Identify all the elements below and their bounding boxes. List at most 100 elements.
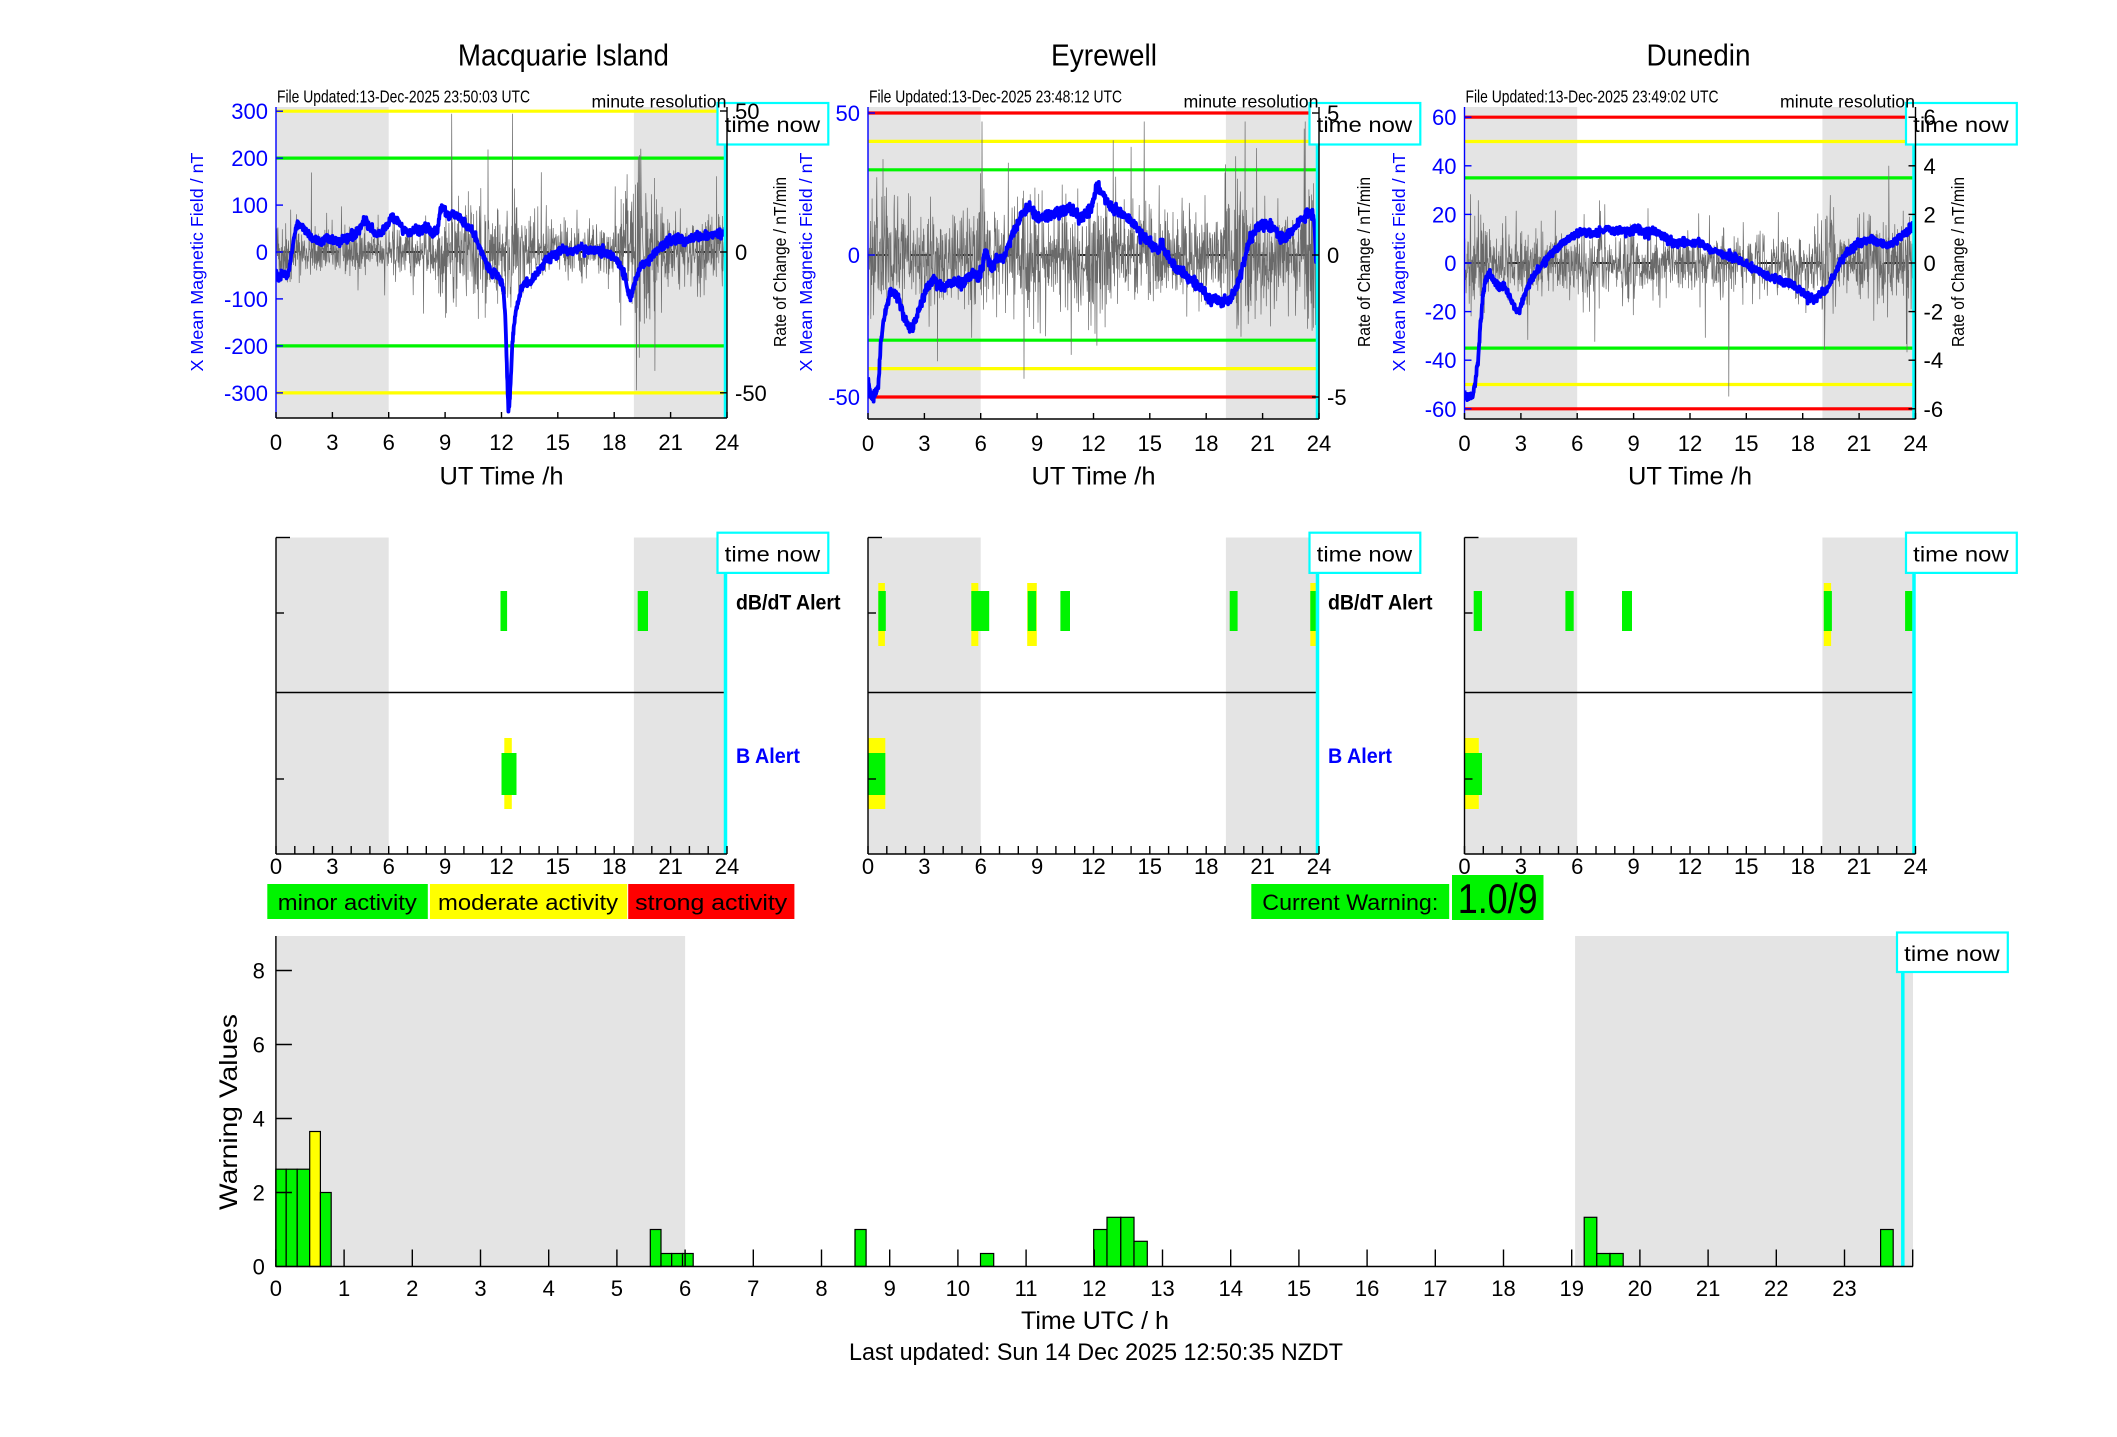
svg-text:21: 21 [1847, 431, 1871, 456]
svg-text:21: 21 [1847, 854, 1871, 879]
svg-text:-60: -60 [1425, 397, 1457, 422]
svg-text:15: 15 [1138, 431, 1162, 456]
svg-text:24: 24 [1903, 431, 1927, 456]
svg-text:X Mean Magnetic Field / nT: X Mean Magnetic Field / nT [1389, 152, 1409, 371]
svg-text:Eyrewell: Eyrewell [1051, 38, 1157, 73]
svg-text:10: 10 [946, 1276, 970, 1301]
svg-text:time now: time now [1317, 113, 1413, 137]
svg-text:9: 9 [1031, 854, 1043, 879]
svg-text:strong activity: strong activity [635, 890, 787, 915]
svg-text:18: 18 [1790, 431, 1814, 456]
svg-text:12: 12 [1082, 1276, 1106, 1301]
svg-text:15: 15 [546, 854, 570, 879]
svg-text:3: 3 [474, 1276, 486, 1301]
svg-text:0: 0 [848, 243, 860, 268]
svg-text:B Alert: B Alert [736, 745, 800, 768]
svg-text:13: 13 [1150, 1276, 1174, 1301]
svg-text:0: 0 [270, 1276, 282, 1301]
svg-text:5: 5 [611, 1276, 623, 1301]
svg-text:100: 100 [231, 193, 268, 218]
svg-text:24: 24 [1307, 854, 1331, 879]
svg-text:4: 4 [543, 1276, 555, 1301]
svg-text:-50: -50 [735, 381, 767, 406]
svg-text:time now: time now [1913, 113, 2009, 137]
svg-text:200: 200 [231, 146, 268, 171]
svg-text:3: 3 [1515, 854, 1527, 879]
svg-text:12: 12 [1678, 854, 1702, 879]
svg-text:6: 6 [1924, 105, 1936, 130]
svg-text:7: 7 [747, 1276, 759, 1301]
svg-text:9: 9 [439, 430, 451, 455]
svg-text:0: 0 [862, 431, 874, 456]
svg-text:3: 3 [326, 430, 338, 455]
svg-text:6: 6 [1571, 431, 1583, 456]
svg-text:24: 24 [1307, 431, 1331, 456]
svg-text:0: 0 [270, 430, 282, 455]
svg-text:-100: -100 [224, 287, 268, 312]
svg-text:time now: time now [725, 113, 821, 137]
svg-text:15: 15 [1287, 1276, 1311, 1301]
svg-text:Last updated: Sun 14 Dec 2025: Last updated: Sun 14 Dec 2025 12:50:35 N… [849, 1339, 1343, 1366]
svg-text:3: 3 [326, 854, 338, 879]
svg-text:11: 11 [1015, 1276, 1038, 1301]
svg-text:0: 0 [253, 1255, 265, 1280]
svg-text:minute resolution: minute resolution [1184, 92, 1319, 112]
svg-text:18: 18 [1790, 854, 1814, 879]
svg-text:9: 9 [884, 1276, 896, 1301]
svg-text:0: 0 [1924, 251, 1936, 276]
svg-text:Time UTC / h: Time UTC / h [1021, 1307, 1169, 1335]
svg-text:12: 12 [1081, 854, 1105, 879]
svg-text:0: 0 [862, 854, 874, 879]
svg-text:-6: -6 [1924, 397, 1944, 422]
svg-text:Rate of Change / nT/min: Rate of Change / nT/min [1948, 177, 1968, 347]
svg-text:File Updated:13-Dec-2025 23:49: File Updated:13-Dec-2025 23:49:02 UTC [1466, 87, 1719, 107]
svg-text:UT Time /h: UT Time /h [440, 463, 564, 491]
svg-text:Warning Values: Warning Values [215, 1014, 243, 1210]
svg-text:B Alert: B Alert [1328, 745, 1392, 768]
svg-text:3: 3 [918, 854, 930, 879]
svg-text:9: 9 [1627, 431, 1639, 456]
svg-text:2: 2 [406, 1276, 418, 1301]
svg-text:Rate of Change / nT/min: Rate of Change / nT/min [770, 177, 790, 347]
svg-text:9: 9 [1627, 854, 1639, 879]
svg-text:6: 6 [383, 430, 395, 455]
svg-text:40: 40 [1432, 154, 1456, 179]
svg-text:9: 9 [1031, 431, 1043, 456]
svg-text:50: 50 [836, 101, 860, 126]
svg-text:0: 0 [1458, 854, 1470, 879]
svg-text:18: 18 [1194, 431, 1218, 456]
svg-text:time now: time now [725, 543, 821, 567]
svg-text:3: 3 [1515, 431, 1527, 456]
svg-text:1: 1 [338, 1276, 350, 1301]
svg-text:X Mean Magnetic Field / nT: X Mean Magnetic Field / nT [796, 152, 816, 371]
svg-text:0: 0 [1458, 431, 1470, 456]
svg-text:6: 6 [383, 854, 395, 879]
svg-text:12: 12 [1678, 431, 1702, 456]
svg-text:time now: time now [1904, 942, 2000, 966]
svg-text:17: 17 [1423, 1276, 1447, 1301]
svg-text:0: 0 [256, 240, 268, 265]
svg-text:18: 18 [1491, 1276, 1515, 1301]
svg-text:Dunedin: Dunedin [1647, 38, 1751, 73]
svg-text:minute resolution: minute resolution [592, 92, 727, 112]
svg-text:-20: -20 [1425, 300, 1457, 325]
svg-text:300: 300 [231, 99, 268, 124]
svg-text:9: 9 [439, 854, 451, 879]
svg-text:18: 18 [602, 430, 626, 455]
svg-text:60: 60 [1432, 105, 1456, 130]
svg-text:21: 21 [1250, 431, 1274, 456]
svg-text:4: 4 [1924, 154, 1936, 179]
svg-text:Current Warning:: Current Warning: [1262, 890, 1438, 915]
svg-text:19: 19 [1559, 1276, 1583, 1301]
svg-text:0: 0 [735, 240, 747, 265]
svg-text:moderate activity: moderate activity [438, 890, 618, 915]
svg-text:Macquarie Island: Macquarie Island [458, 38, 669, 73]
svg-text:20: 20 [1432, 202, 1456, 227]
svg-text:15: 15 [1138, 854, 1162, 879]
svg-text:20: 20 [1628, 1276, 1652, 1301]
svg-text:X Mean Magnetic Field / nT: X Mean Magnetic Field / nT [187, 152, 207, 371]
svg-text:4: 4 [253, 1107, 265, 1132]
svg-text:time now: time now [1913, 543, 2009, 567]
svg-text:8: 8 [815, 1276, 827, 1301]
svg-text:15: 15 [1734, 854, 1758, 879]
